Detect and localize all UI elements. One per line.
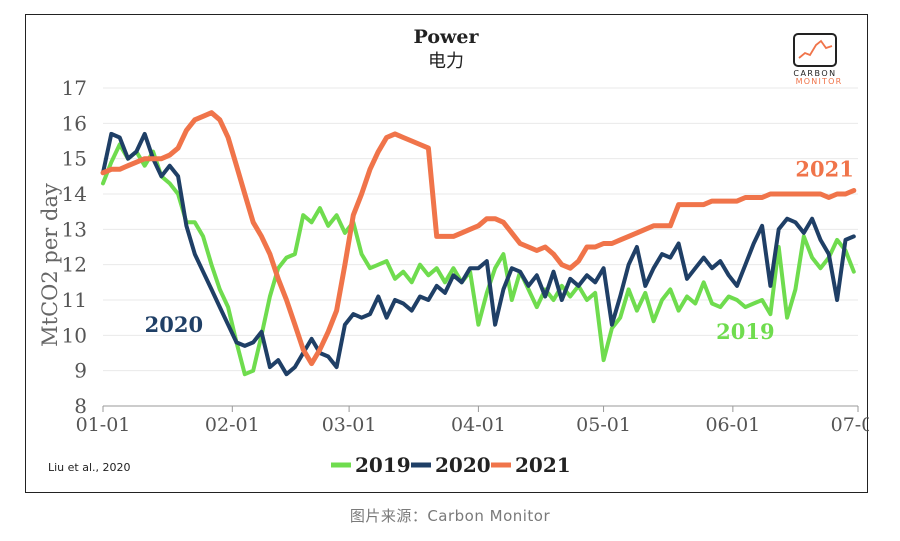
- series-end-labels: 2019 2020 2021: [145, 156, 854, 344]
- series-line-2019: [101, 142, 856, 377]
- y-axis-title: MtCO2 per day: [38, 183, 62, 347]
- x-tick-label: 07-01: [831, 414, 869, 436]
- legend-label-2021: 2021: [515, 453, 571, 477]
- chart-subtitle: 电力: [428, 51, 464, 72]
- logo-sparkline: [798, 39, 833, 59]
- y-tick-label: 12: [62, 253, 87, 277]
- series-label-2019: 2019: [716, 319, 774, 344]
- series-label-2021: 2021: [795, 156, 853, 181]
- x-tick-label: 04-01: [451, 414, 506, 436]
- series-line-2020: [101, 131, 856, 377]
- series-label-2020: 2020: [145, 312, 203, 337]
- legend: 2019 2020 2021: [331, 453, 571, 477]
- x-tick-label: 01-01: [76, 414, 131, 436]
- y-tick-label: 13: [62, 217, 87, 241]
- series-lines: [100, 110, 857, 377]
- axes: 8 9 10 11 12 13 14 15 16 17 01-01 02-01 03-01 04-01 05…: [62, 76, 869, 436]
- y-tick-label: 17: [62, 76, 87, 100]
- x-tick-label: 06-01: [705, 414, 760, 436]
- y-tick-label: 16: [62, 111, 87, 135]
- x-tick-label: 05-01: [576, 414, 631, 436]
- gridlines: [103, 87, 858, 407]
- logo-text-carbon: CARBON: [793, 69, 836, 78]
- chart-frame: 8 9 10 11 12 13 14 15 16 17 01-01 02-01 03-01 04-01 05…: [25, 14, 869, 493]
- image-source-caption: 图片来源：Carbon Monitor: [349, 507, 551, 525]
- y-tick-label: 11: [62, 288, 87, 312]
- legend-label-2020: 2020: [435, 453, 491, 477]
- legend-label-2019: 2019: [355, 453, 411, 477]
- carbon-monitor-logo: CARBON MONITOR: [793, 33, 843, 86]
- credit-text: Liu et al., 2020: [48, 461, 131, 474]
- y-tick-label: 15: [62, 147, 87, 171]
- logo-frame: [793, 33, 837, 67]
- x-tick-label: 03-01: [322, 414, 377, 436]
- chart-title: Power: [414, 26, 480, 48]
- series-line-2021: [100, 110, 857, 367]
- y-tick-label: 9: [74, 359, 87, 383]
- y-tick-label: 8: [74, 394, 87, 418]
- y-tick-label: 10: [62, 323, 87, 347]
- x-tick-label: 02-01: [205, 414, 260, 436]
- logo-text-monitor: MONITOR: [796, 77, 843, 86]
- y-tick-label: 14: [62, 182, 87, 206]
- power-emissions-chart: 8 9 10 11 12 13 14 15 16 17 01-01 02-01 03-01 04-01 05…: [38, 26, 869, 477]
